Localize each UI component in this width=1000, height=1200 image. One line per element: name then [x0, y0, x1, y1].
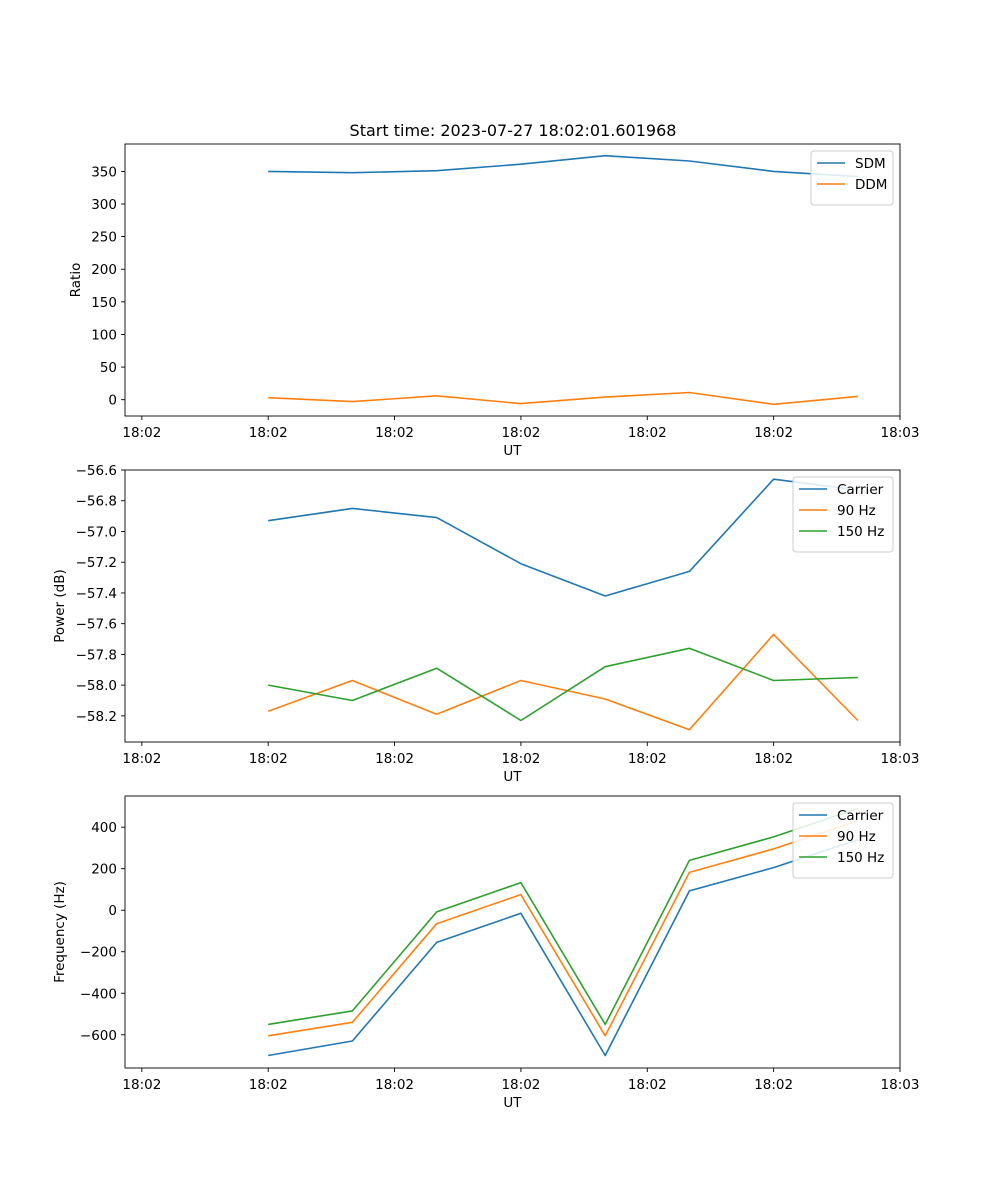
series-line-carrier: [268, 478, 859, 597]
plot-frame: [124, 469, 901, 743]
x-tick-label: 18:02: [249, 425, 288, 441]
series-line-90-hz: [267, 633, 859, 731]
x-tick-label: 18:02: [375, 425, 414, 441]
x-tick-label: 18:03: [881, 1077, 920, 1093]
chart-panel-3: 18:02 18:02 18:02 18:02 18:02 18:02 18:03 −600 −…: [52, 795, 920, 1111]
x-tick-label: 18:02: [501, 1077, 540, 1093]
y-tick-label: 300: [91, 197, 117, 213]
panels: 18:02 18:02 18:02 18:02 18:02 18:02 18:03 0 50 10…: [52, 143, 920, 1111]
x-tick-label: 18:02: [754, 751, 793, 767]
x-tick-label: 18:02: [754, 425, 793, 441]
x-tick-label: 18:02: [628, 1077, 667, 1093]
x-tick-label: 18:02: [249, 1077, 288, 1093]
chart-panel-2: 18:02 18:02 18:02 18:02 18:02 18:02 18:03 −58.2…: [52, 463, 919, 785]
legend-label: Carrier: [837, 482, 884, 498]
y-tick-label: 150: [91, 295, 117, 311]
y-tick-label: −57.2: [76, 555, 117, 571]
legend: SDM DDM: [810, 150, 894, 206]
x-tick-label: 18:02: [249, 751, 288, 767]
legend: Carrier 90 Hz 150 Hz: [792, 802, 894, 879]
y-tick-label: 0: [108, 903, 117, 919]
figure-title: Start time: 2023-07-27 18:02:01.601968: [350, 121, 677, 140]
x-tick-label: 18:02: [628, 425, 667, 441]
x-axis-label: UT: [503, 443, 522, 459]
y-tick-label: −56.6: [76, 463, 117, 479]
series-line-ddm: [268, 391, 858, 406]
y-tick-label: 100: [91, 327, 117, 343]
plot-frame: [124, 795, 901, 1069]
y-tick-label: −200: [80, 945, 117, 961]
y-tick-label: 250: [91, 230, 117, 246]
y-tick-label: −400: [80, 986, 117, 1002]
series-line-90-hz: [268, 820, 859, 1037]
plot-frame: [124, 143, 901, 417]
y-axis-label: Frequency (Hz): [52, 881, 68, 983]
y-tick-label: −57.4: [76, 586, 117, 602]
legend-label: Carrier: [837, 808, 884, 824]
x-axis-label: UT: [503, 1095, 522, 1111]
series-line-150-hz: [268, 647, 858, 722]
y-tick-label: −58.0: [76, 678, 117, 694]
x-tick-label: 18:02: [375, 751, 414, 767]
x-tick-label: 18:02: [375, 1077, 414, 1093]
legend-box: [792, 802, 894, 879]
y-tick-label: −57.6: [76, 617, 117, 633]
legend: Carrier 90 Hz 150 Hz: [792, 476, 894, 553]
y-tick-label: −57.0: [76, 524, 117, 540]
y-tick-label: 350: [91, 164, 117, 180]
y-axis-label: Power (dB): [52, 569, 68, 642]
chart-panel-1: 18:02 18:02 18:02 18:02 18:02 18:02 18:03 0 50 10…: [68, 143, 920, 459]
y-tick-label: 200: [91, 862, 117, 878]
series-line-sdm: [268, 154, 858, 178]
legend-label: 150 Hz: [837, 850, 884, 866]
x-tick-label: 18:02: [122, 751, 161, 767]
legend-label: 150 Hz: [837, 524, 884, 540]
series-line-carrier: [268, 838, 859, 1057]
y-tick-label: 50: [100, 360, 117, 376]
y-tick-label: 400: [91, 820, 117, 836]
y-tick-label: −56.8: [76, 494, 117, 510]
x-tick-label: 18:02: [122, 425, 161, 441]
x-tick-label: 18:03: [881, 425, 920, 441]
y-tick-label: −57.8: [76, 647, 117, 663]
y-tick-label: 0: [108, 393, 117, 409]
x-tick-label: 18:02: [122, 1077, 161, 1093]
x-axis-label: UT: [503, 769, 522, 785]
y-tick-label: 200: [91, 262, 117, 278]
y-tick-label: −600: [80, 1028, 117, 1044]
legend-box: [810, 150, 894, 206]
x-tick-label: 18:02: [501, 751, 540, 767]
legend-label: 90 Hz: [837, 829, 876, 845]
x-tick-label: 18:02: [501, 425, 540, 441]
x-tick-label: 18:03: [881, 751, 920, 767]
series-line-150-hz: [268, 807, 859, 1026]
x-tick-label: 18:02: [754, 1077, 793, 1093]
x-tick-label: 18:02: [628, 751, 667, 767]
y-tick-label: −58.2: [76, 709, 117, 725]
y-axis-label: Ratio: [68, 263, 84, 298]
legend-box: [792, 476, 894, 553]
legend-label: 90 Hz: [837, 503, 876, 519]
legend-label: SDM: [855, 156, 886, 172]
legend-label: DDM: [855, 177, 887, 193]
